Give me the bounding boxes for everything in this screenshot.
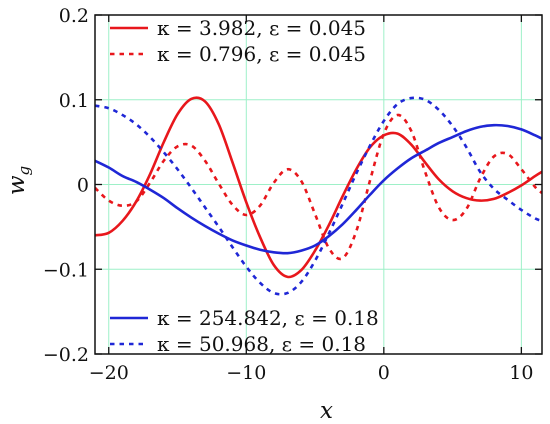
legend-label-1: κ = 0.796, ε = 0.045: [157, 42, 366, 66]
y-axis-label-main: w: [4, 175, 30, 195]
series-line-2: [95, 123, 542, 255]
x-axis-label: x: [320, 398, 333, 424]
y-tick-label: 0.2: [59, 5, 89, 27]
legend-label-2: κ = 254.842, ε = 0.18: [157, 306, 379, 330]
y-tick-label: −0.1: [43, 259, 89, 281]
series-line-3: [95, 96, 542, 296]
legend-label-0: κ = 3.982, ε = 0.045: [157, 16, 366, 40]
x-tick-label: 0: [378, 362, 390, 384]
tick-labels-layer: −20 −10 0 10 −0.2 −0.1 0 0.1 0.2: [43, 5, 534, 384]
y-tick-label: −0.2: [43, 344, 89, 366]
series-line-0: [95, 96, 542, 279]
y-axis-label-subscript: g: [15, 166, 33, 176]
y-axis-label: wg: [4, 166, 33, 195]
tick-marks-layer: [95, 14, 542, 355]
x-tick-label: −10: [226, 362, 266, 384]
legend-label-3: κ = 50.968, ε = 0.18: [157, 332, 366, 356]
x-tick-label: −20: [89, 362, 129, 384]
y-tick-label: 0.1: [59, 90, 89, 112]
series-line-1: [95, 113, 542, 261]
x-tick-label: 10: [509, 362, 533, 384]
y-tick-label: 0: [77, 175, 89, 197]
series-layer: [95, 96, 542, 296]
